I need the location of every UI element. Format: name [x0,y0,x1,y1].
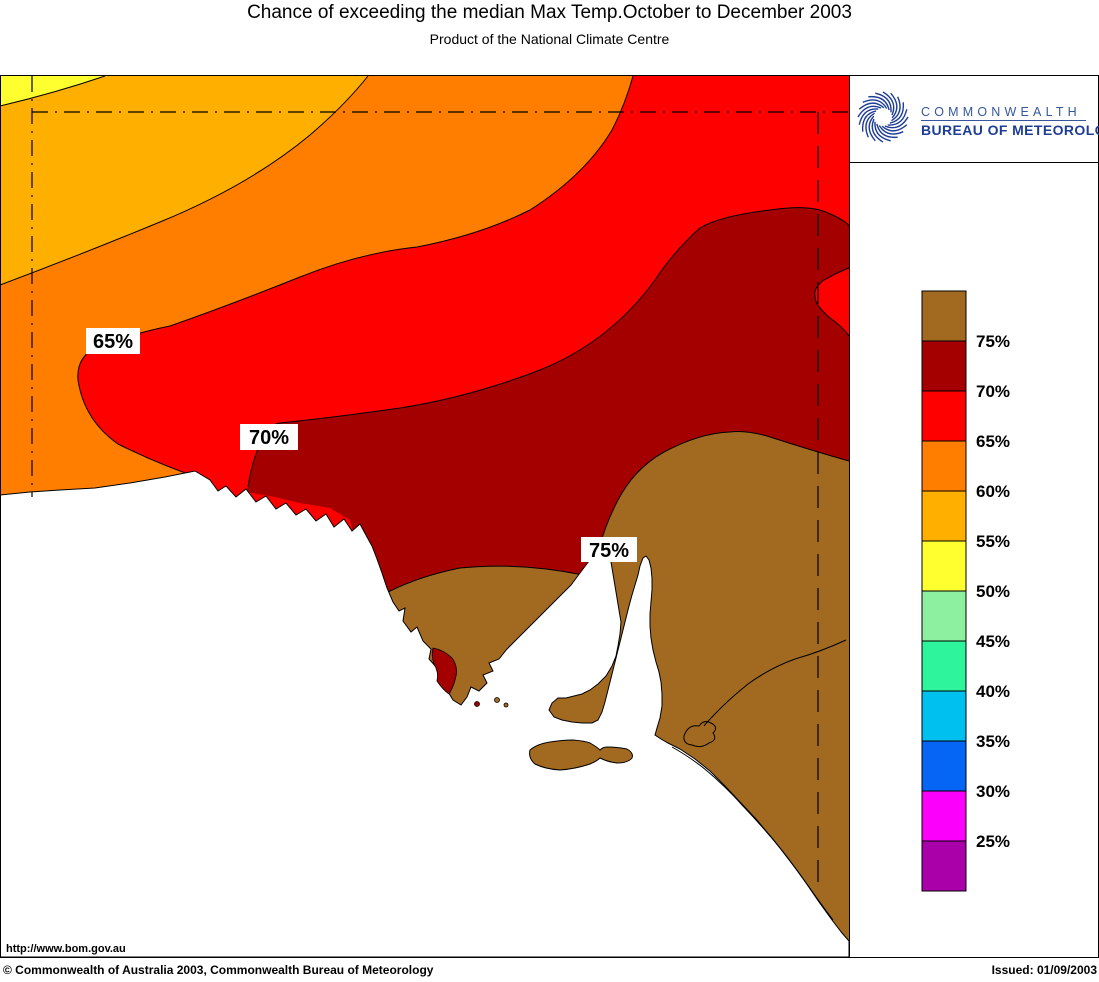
contour-label-box-65 [86,328,140,354]
legend-swatch [921,340,967,392]
legend-label: 50% [976,582,1010,601]
legend-swatch [921,590,967,642]
contour-labels: 65% 70% 75% [86,328,637,562]
contour-label-70: 70% [249,427,289,449]
legend-label: 25% [976,832,1010,851]
contour-label-65: 65% [93,331,133,353]
legend-label: 70% [976,382,1010,401]
coastal-details [431,639,847,921]
legend-swatch [921,640,967,692]
legend-label: 60% [976,482,1010,501]
bom-logo: COMMONWEALTH BUREAU OF METEOROLOGY [857,91,1099,143]
islet-brown-1 [494,697,500,703]
islet-dark [474,701,480,707]
contour-label-75: 75% [589,540,629,562]
legend-label: 55% [976,532,1010,551]
legend-label: 35% [976,732,1010,751]
contour-55 [0,75,106,107]
band-50-55-region [0,76,105,106]
contour-65 [77,75,634,482]
legend-swatch [921,740,967,792]
coorong-lagoon-line [671,746,834,921]
state-borders [31,76,849,893]
legend-label: 40% [976,682,1010,701]
contour-70-east-wiggle [814,267,850,337]
band-70-75-region [246,207,849,592]
legend-swatch [921,440,967,492]
issued-date-text: Issued: 01/09/2003 [991,963,1097,977]
ocean-coastline [0,470,850,958]
legend-swatches [921,290,967,892]
legend-scale: 75% 70% 65% 60% 55% 50% 45% 40% 35% 30% … [921,290,1010,892]
legend-swatch [921,390,967,442]
legend-label: 65% [976,432,1010,451]
legend-swatch [921,840,967,892]
logo-commonwealth-text: COMMONWEALTH [921,105,1081,119]
lake-alexandrina-outline [683,721,717,748]
murray-river-line [703,639,847,727]
contour-75-eyre [387,565,584,593]
contour-label-box-70 [240,424,298,450]
legend-labels: 75% 70% 65% 60% 55% 50% 45% 40% 35% 30% … [976,332,1010,851]
eyre-coast-70-pocket [431,647,457,695]
bom-url-text: http://www.bom.gov.au [6,943,126,955]
legend-label: 75% [976,332,1010,351]
legend-label: 45% [976,632,1010,651]
kangaroo-island [529,739,633,771]
contour-lines [0,75,850,593]
logo-bureau-text: BUREAU OF METEOROLOGY [921,122,1099,138]
contour-label-box-75 [581,537,637,562]
legend-label: 30% [976,782,1010,801]
legend-swatch [921,790,967,842]
contour-60 [0,75,369,286]
page-title: Chance of exceeding the median Max Temp.… [247,2,852,23]
page-subtitle: Product of the National Climate Centre [429,31,670,47]
legend-swatch [921,490,967,542]
legend-swatch [921,690,967,742]
legend-swatch [921,290,967,342]
band-55-60-region [0,76,368,285]
legend-swatch [921,540,967,592]
contour-75-main [598,431,850,550]
copyright-text: © Commonwealth of Australia 2003, Common… [3,963,434,977]
bom-spiral-icon [857,91,909,143]
islet-brown-2 [503,702,509,708]
